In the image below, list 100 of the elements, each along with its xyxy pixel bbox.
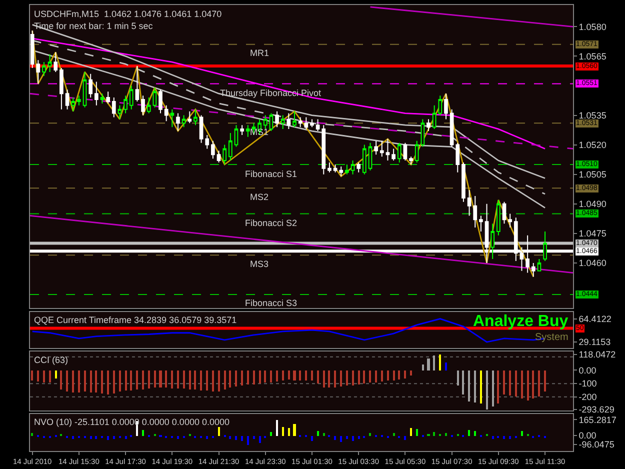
bar [393, 370, 395, 381]
candlestick [54, 52, 58, 72]
candlestick [339, 166, 344, 177]
candlestick [234, 124, 238, 148]
bar [113, 436, 115, 439]
chart-title: QQE Current Timeframe 34.2839 36.0579 39.3571 [34, 315, 237, 325]
bar [49, 370, 51, 383]
bar [445, 362, 447, 371]
bar [311, 370, 313, 381]
bar [142, 430, 144, 436]
y-tick-label: 0.00 [578, 430, 596, 441]
bar [387, 370, 389, 381]
bar [439, 354, 441, 371]
bar [468, 370, 470, 402]
bar [130, 370, 132, 391]
bar [177, 436, 179, 439]
bar [462, 370, 464, 395]
text: Time for next bar: 1 min 5 sec [34, 21, 154, 31]
candlestick [374, 140, 378, 156]
bar [241, 436, 243, 441]
bar [60, 370, 62, 390]
annotation: Thursday Fibonacci Pivot [220, 88, 322, 98]
candlestick [462, 162, 466, 202]
candlestick [380, 140, 384, 158]
candlestick [106, 91, 110, 104]
candlestick [65, 89, 70, 110]
bar [474, 430, 476, 436]
candlestick [228, 132, 232, 162]
candlestick [386, 138, 390, 162]
bar [31, 432, 33, 436]
bar [509, 370, 511, 396]
bar [527, 370, 529, 401]
bar [492, 436, 494, 439]
bar [305, 370, 307, 381]
y-tick-label: 1.0460 [578, 258, 606, 268]
bar [334, 370, 336, 388]
candlestick [48, 54, 52, 72]
bar [323, 370, 325, 388]
bar [375, 370, 377, 383]
bar [369, 370, 371, 383]
candlestick [414, 140, 419, 164]
y-tick-label: 1.0580 [578, 22, 606, 32]
bar [259, 436, 261, 443]
bar [486, 370, 488, 410]
bar [66, 370, 68, 392]
candlestick [356, 162, 361, 173]
candlestick [164, 104, 168, 122]
candlestick [531, 262, 536, 278]
bar [404, 370, 406, 379]
bar [43, 370, 45, 383]
candlestick [82, 71, 87, 108]
y-tick-label: -200 [578, 392, 597, 402]
bar [224, 370, 226, 390]
bar [247, 436, 249, 445]
bar [90, 436, 92, 439]
line-series [32, 30, 534, 278]
bar [78, 370, 80, 393]
y-tick-label: -100 [578, 378, 597, 389]
bar [113, 370, 115, 394]
annotation: MR1 [250, 48, 270, 58]
bar [352, 370, 354, 386]
bar [393, 432, 395, 436]
bar [404, 436, 406, 440]
candlestick [292, 110, 296, 128]
candlestick [205, 134, 210, 150]
bar [480, 370, 482, 404]
bar [229, 370, 231, 388]
candlestick [316, 118, 320, 132]
bar [206, 436, 208, 439]
bar [212, 370, 214, 392]
candlestick [42, 62, 46, 76]
bar [340, 370, 342, 387]
bar [515, 370, 517, 397]
bar [259, 370, 261, 384]
bar [84, 370, 86, 392]
annotation: System [535, 332, 568, 343]
y-tick-label: -293.629 [578, 404, 614, 415]
chart-title: NVO (10) -25.1101 0.0000 0.0000 0.0000 0.0000 [34, 417, 230, 427]
bar [398, 370, 400, 380]
candlestick [158, 89, 162, 114]
bar [538, 370, 540, 397]
y-tick-label: 1.0520 [578, 140, 606, 150]
candlestick [176, 112, 180, 132]
y-tick-label: 1.0565 [578, 51, 606, 62]
y-tick-label: 1.0490 [578, 199, 606, 210]
candlestick [118, 104, 122, 120]
candlestick [333, 164, 338, 173]
bar [288, 428, 290, 436]
candlestick [508, 213, 512, 228]
bar [521, 370, 523, 399]
bar [492, 370, 494, 407]
bar [532, 370, 534, 399]
y-tick-label: 165.2817 [578, 414, 616, 425]
bar [206, 370, 208, 391]
candlestick [280, 114, 285, 130]
bar [433, 432, 435, 436]
candlestick [100, 93, 104, 104]
bar [317, 430, 319, 436]
candlestick [537, 258, 542, 272]
bar [497, 370, 499, 404]
